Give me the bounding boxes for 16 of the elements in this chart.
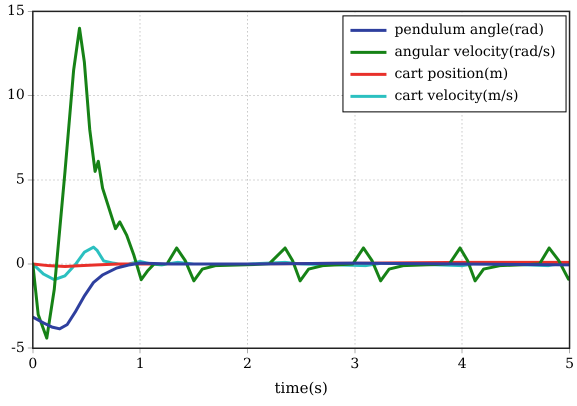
y-tick-label: 10 (6, 87, 25, 104)
x-tick-label: 2 (243, 356, 252, 372)
legend-label: cart position(m) (394, 66, 508, 82)
x-axis-title: time(s) (274, 378, 328, 397)
y-tick-label: -5 (11, 340, 25, 356)
y-tick-label: 5 (16, 171, 25, 188)
legend-label: cart velocity(m/s) (394, 88, 518, 104)
x-tick-label: 4 (458, 356, 467, 372)
y-tick-label: 15 (6, 3, 25, 20)
x-tick-label: 0 (28, 356, 38, 372)
x-tick-label: 1 (136, 356, 145, 372)
x-tick-label: 3 (350, 356, 360, 372)
y-tick-label: 0 (16, 256, 25, 272)
legend-label: pendulum angle(rad) (394, 22, 544, 38)
legend-label: angular velocity(rad/s) (394, 44, 556, 60)
x-tick-label: 5 (565, 356, 574, 372)
